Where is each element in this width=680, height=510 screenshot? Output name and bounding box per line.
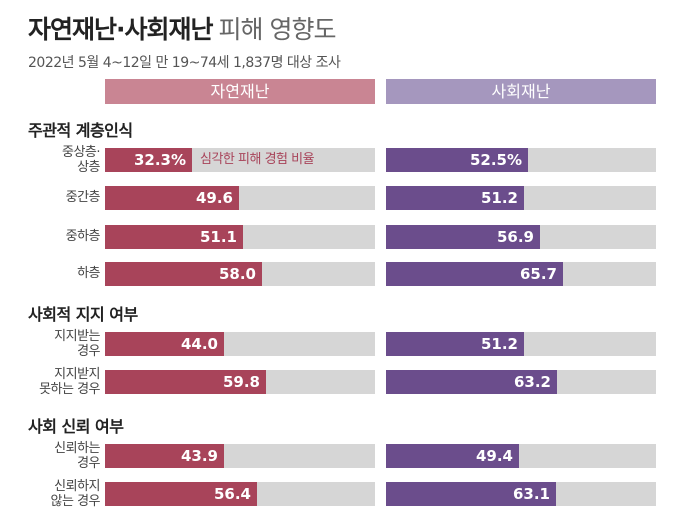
social-value-label: 52.5% <box>469 151 522 169</box>
natural-bar <box>105 148 192 172</box>
social-value-label: 51.2 <box>480 189 518 207</box>
social-bar <box>386 262 563 286</box>
natural-bar <box>105 262 262 286</box>
social-value-label: 63.2 <box>513 373 551 391</box>
section-title: 사회적 지지 여부 <box>28 305 138 324</box>
row-label: 중상층· 상층 <box>61 145 101 175</box>
title-light: 피해 영향도 <box>218 15 337 44</box>
annotation-label: 심각한 피해 경험 비율 <box>200 152 315 167</box>
row-label-line2: 경우 <box>77 344 100 359</box>
row-label-line1: 지지받는 <box>54 329 100 344</box>
social-bar-track: 52.5% <box>386 148 656 172</box>
natural-bar-track: 51.1 <box>105 225 375 249</box>
row-label: 지지받는 경우 <box>54 329 100 359</box>
natural-bar <box>105 370 266 394</box>
natural-bar-track: 44.0 <box>105 332 375 356</box>
chart-title: 자연재난·사회재난 피해 영향도 <box>28 10 337 46</box>
natural-bar <box>105 332 224 356</box>
row-label-line2: 않는 경우 <box>50 494 101 509</box>
title-bold: 자연재난·사회재난 <box>28 15 213 44</box>
row-label: 신뢰하는 경우 <box>54 441 100 471</box>
row-label: 하층 <box>77 266 100 281</box>
row-label: 지지받지 못하는 경우 <box>39 367 100 397</box>
row-label: 신뢰하지 않는 경우 <box>50 479 101 509</box>
row-label-line1: 신뢰하는 <box>54 441 100 456</box>
section-title: 주관적 계층인식 <box>28 121 133 140</box>
natural-bar-track: 58.0 <box>105 262 375 286</box>
social-bar <box>386 370 557 394</box>
natural-bar <box>105 482 257 506</box>
social-bar <box>386 482 556 506</box>
social-bar-track: 51.2 <box>386 332 656 356</box>
row-label-line1: 지지받지 <box>54 367 100 382</box>
social-bar <box>386 148 528 172</box>
social-bar <box>386 444 519 468</box>
row-label-line2: 경우 <box>77 456 100 471</box>
natural-value-label: 59.8 <box>222 373 260 391</box>
social-bar <box>386 332 524 356</box>
section-title: 사회 신뢰 여부 <box>28 417 124 436</box>
legend-social-disaster: 사회재난 <box>386 79 656 104</box>
row-label-line1: 중상층· <box>61 145 101 160</box>
natural-bar-track: 43.9 <box>105 444 375 468</box>
row-label-line2: 못하는 경우 <box>39 382 100 397</box>
natural-value-label: 51.1 <box>199 228 237 246</box>
social-bar-track: 51.2 <box>386 186 656 210</box>
natural-value-label: 43.9 <box>180 447 218 465</box>
social-value-label: 51.2 <box>480 335 518 353</box>
natural-value-label: 58.0 <box>218 265 256 283</box>
chart-subtitle: 2022년 5월 4~12일 만 19~74세 1,837명 대상 조사 <box>28 55 341 71</box>
social-bar-track: 63.1 <box>386 482 656 506</box>
social-value-label: 49.4 <box>475 447 513 465</box>
row-label-line2: 상층 <box>77 160 100 175</box>
row-label-line1: 신뢰하지 <box>54 479 100 494</box>
natural-bar-track: 59.8 <box>105 370 375 394</box>
natural-value-label: 56.4 <box>213 485 251 503</box>
natural-bar <box>105 186 239 210</box>
social-bar-track: 65.7 <box>386 262 656 286</box>
natural-bar-track: 49.6 <box>105 186 375 210</box>
row-label: 중하층 <box>65 229 101 244</box>
row-label: 중간층 <box>65 190 101 205</box>
natural-bar-track: 32.3% 심각한 피해 경험 비율 <box>105 148 375 172</box>
social-bar <box>386 225 540 249</box>
legend-natural-disaster: 자연재난 <box>105 79 375 104</box>
row-label-line1: 중하층 <box>65 229 101 244</box>
natural-value-label: 49.6 <box>195 189 233 207</box>
social-bar-track: 56.9 <box>386 225 656 249</box>
natural-value-label: 44.0 <box>180 335 218 353</box>
social-value-label: 63.1 <box>512 485 550 503</box>
row-label-line1: 하층 <box>77 266 100 281</box>
social-bar-track: 63.2 <box>386 370 656 394</box>
natural-bar <box>105 225 243 249</box>
social-bar-track: 49.4 <box>386 444 656 468</box>
social-value-label: 65.7 <box>519 265 557 283</box>
natural-bar-track: 56.4 <box>105 482 375 506</box>
row-label-line1: 중간층 <box>65 190 101 205</box>
social-value-label: 56.9 <box>496 228 534 246</box>
natural-bar <box>105 444 224 468</box>
natural-value-label: 32.3% <box>133 151 186 169</box>
social-bar <box>386 186 524 210</box>
